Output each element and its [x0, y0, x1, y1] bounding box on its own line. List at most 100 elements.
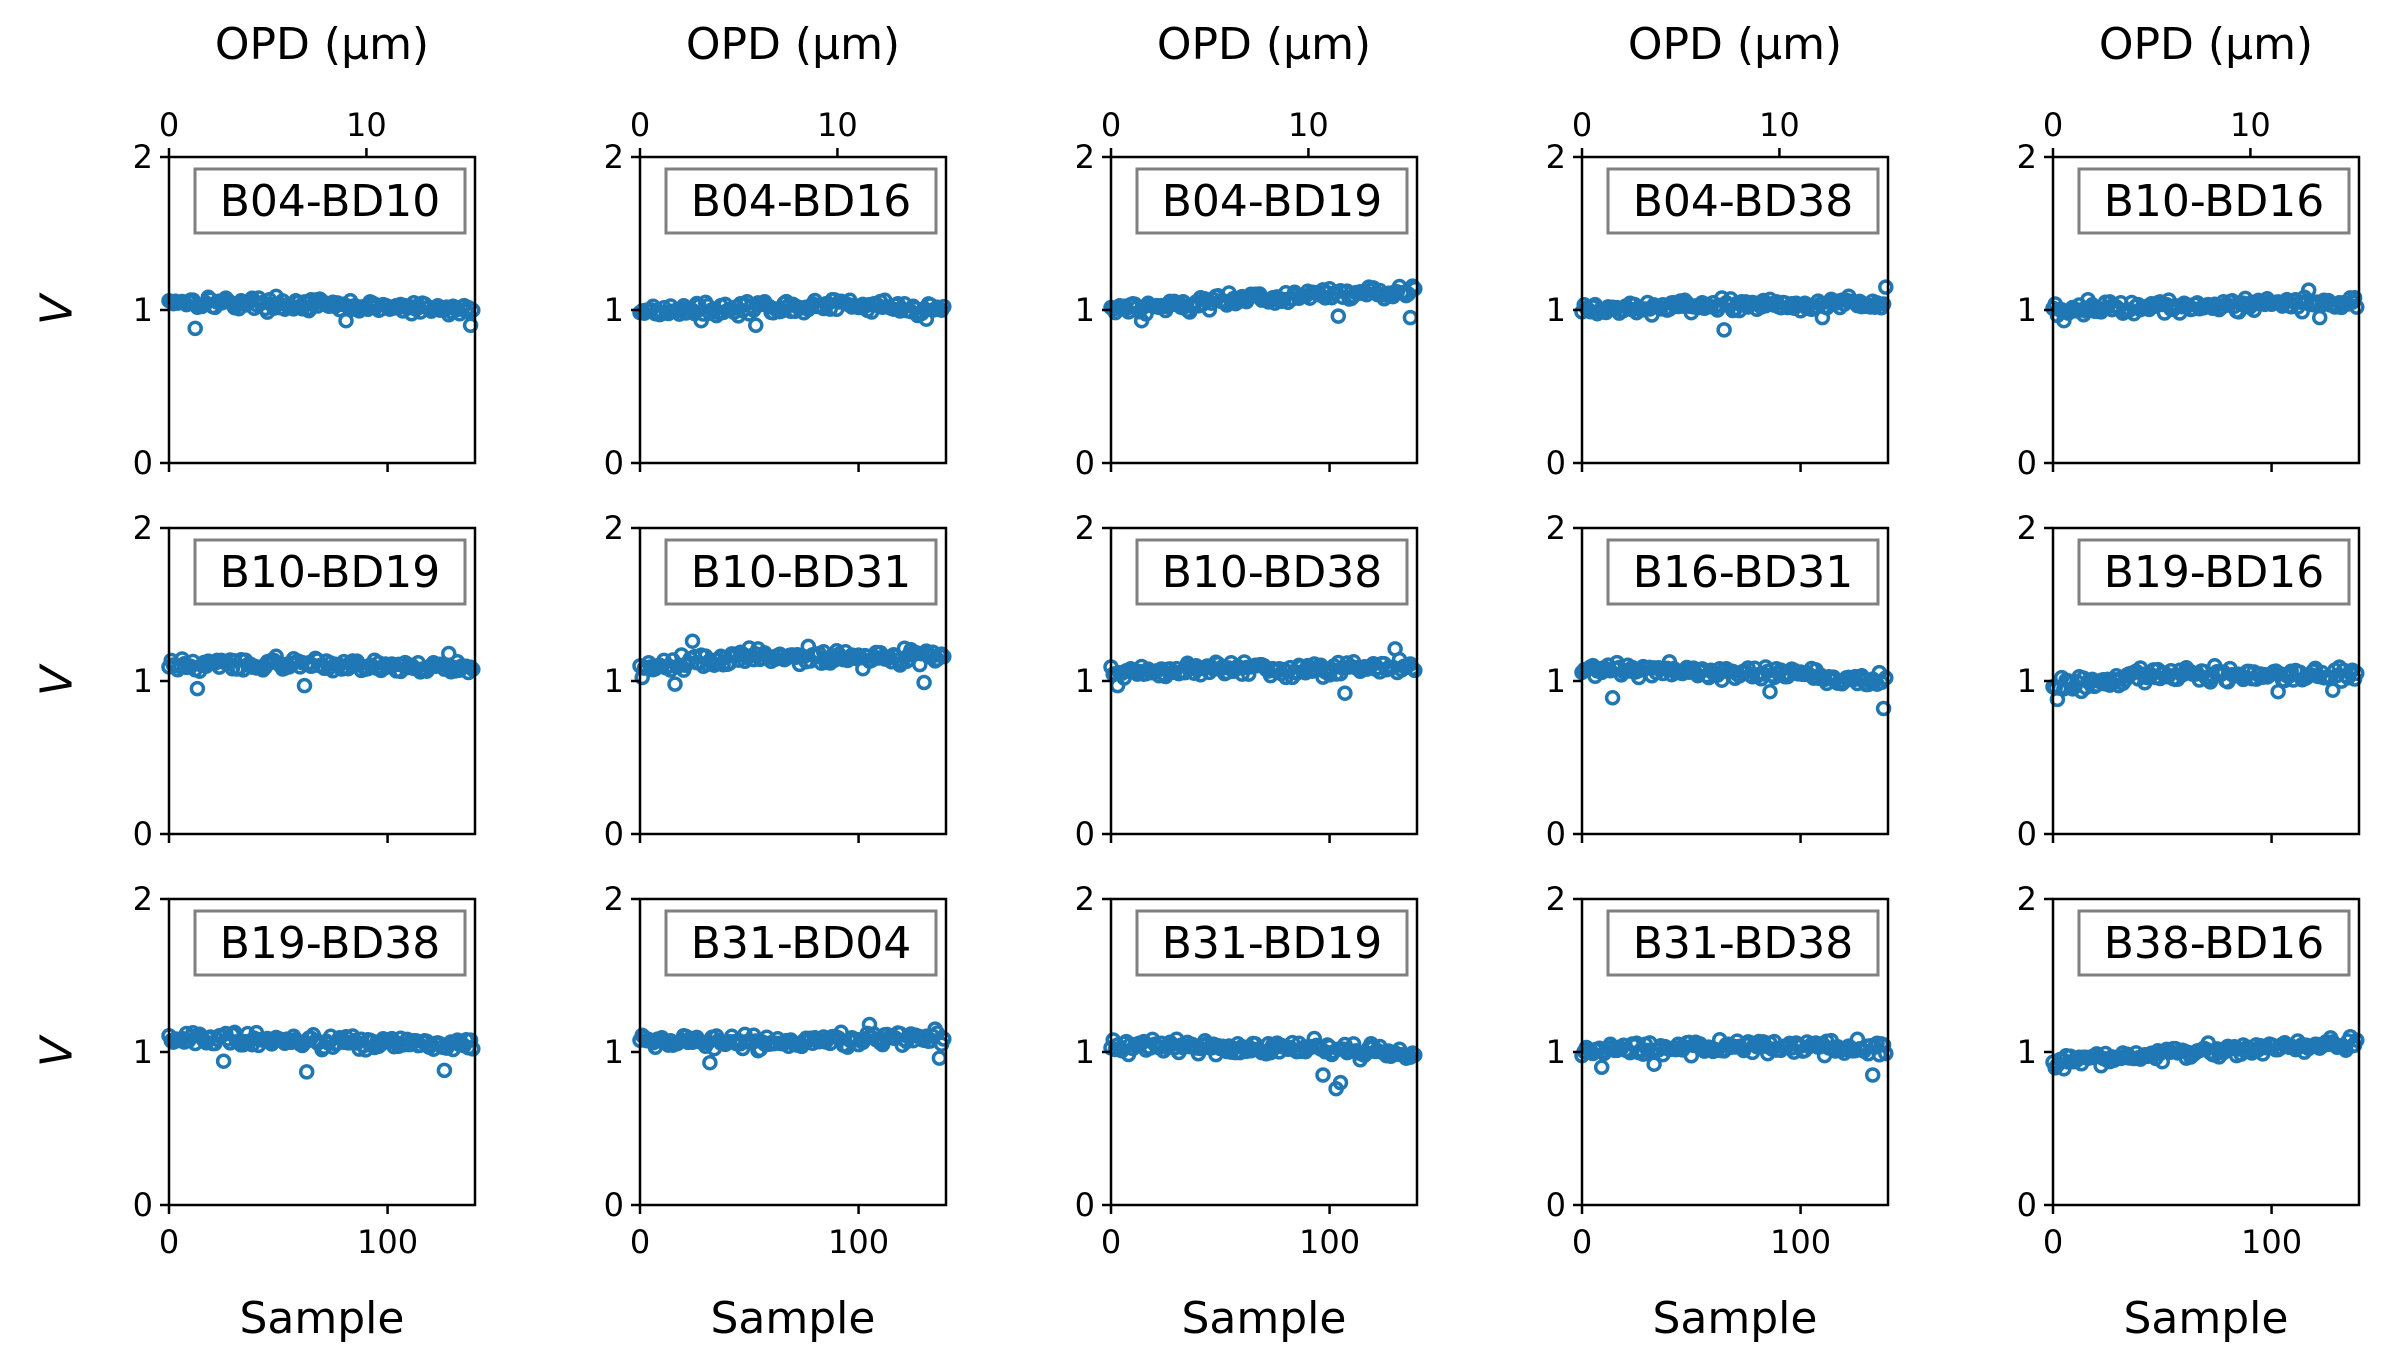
data-point: [2311, 309, 2328, 326]
panel-b10-bd19: 0 1 2 V B10-BD19: [32, 509, 481, 853]
data-point: [936, 648, 952, 665]
x-tick-label: 0: [159, 1223, 179, 1261]
data-point: [2349, 299, 2365, 315]
y-tick-label: 1: [133, 291, 153, 329]
panel-label: B04-BD19: [1162, 176, 1383, 227]
y-tick-label: 2: [2017, 509, 2037, 547]
y-tick-label: 0: [2017, 815, 2037, 853]
data-points: [1574, 279, 1894, 338]
panel-label-box: [193, 538, 467, 606]
data-point: [2325, 682, 2341, 698]
top-tick-label: 0: [1101, 106, 1121, 144]
panel-label-box: [193, 167, 467, 235]
top-tick-label: 10: [2230, 106, 2271, 144]
data-point: [1878, 670, 1894, 686]
data-point: [2346, 289, 2363, 306]
panel-b19-bd38: 0 1 2 0 100 Sample V B19-BD38: [32, 880, 481, 1344]
y-tick-label: 0: [133, 444, 153, 482]
data-point: [436, 1062, 453, 1079]
top-axis-label: OPD (μm): [2099, 19, 2313, 70]
data-point: [1337, 685, 1353, 701]
y-tick-label: 0: [604, 815, 624, 853]
y-tick-label: 0: [133, 815, 153, 853]
panel-label: B04-BD38: [1633, 176, 1854, 227]
data-point: [2349, 1032, 2365, 1048]
panel-label: B19-BD38: [220, 918, 441, 969]
x-tick-label: 0: [1572, 1223, 1592, 1261]
y-tick-label: 2: [133, 509, 153, 547]
y-tick-label: 2: [604, 509, 624, 547]
data-points: [161, 1024, 481, 1080]
data-point: [462, 1032, 479, 1048]
panel-label: B04-BD16: [691, 176, 912, 227]
data-points: [632, 292, 952, 334]
data-point: [1604, 690, 1621, 706]
data-point: [187, 320, 203, 337]
y-tick-label: 2: [2017, 880, 2037, 918]
data-points: [161, 645, 481, 697]
top-axis-label: OPD (μm): [1628, 19, 1842, 70]
y-tick-label: 0: [1546, 444, 1566, 482]
panel-label-box: [1606, 538, 1880, 606]
data-point: [2349, 665, 2365, 682]
x-tick-label: 0: [630, 1223, 650, 1261]
top-tick-label: 0: [159, 106, 179, 144]
y-tick-label: 0: [604, 1186, 624, 1224]
data-points: [2045, 658, 2365, 708]
y-tick-label: 1: [133, 662, 153, 700]
panel-label: B19-BD16: [2104, 547, 2325, 598]
panel-label: B04-BD10: [220, 176, 441, 227]
panel-label: B10-BD38: [1162, 547, 1383, 598]
data-point: [916, 674, 932, 691]
data-point: [1407, 662, 1423, 679]
data-point: [215, 1053, 232, 1069]
panel-b31-bd19: 0 1 2 0 100 Sample B31-BD19: [1075, 880, 1423, 1344]
data-point: [1875, 700, 1892, 717]
data-point: [1878, 1045, 1894, 1062]
panel-label-box: [2077, 167, 2351, 235]
y-tick-label: 2: [604, 138, 624, 176]
x-axis-label: Sample: [240, 1293, 405, 1344]
data-point: [702, 1054, 718, 1071]
data-point: [1402, 309, 1419, 326]
data-point: [684, 633, 701, 649]
top-tick-label: 0: [1572, 106, 1592, 144]
panel-label: B38-BD16: [2104, 918, 2325, 969]
data-point: [298, 1064, 315, 1080]
top-axis-label: OPD (μm): [215, 19, 429, 70]
panel-b38-bd16: 0 1 2 0 100 Sample B38-BD16: [2017, 880, 2365, 1344]
data-points: [2045, 282, 2365, 329]
data-point: [1762, 683, 1778, 700]
data-point: [465, 302, 481, 318]
data-points: [1103, 1030, 1423, 1097]
y-tick-label: 2: [2017, 138, 2037, 176]
data-point: [1315, 1067, 1331, 1083]
y-tick-label: 2: [1075, 880, 1095, 918]
y-axis-label: V: [32, 1034, 83, 1067]
x-tick-label: 100: [828, 1223, 889, 1261]
x-tick-label: 100: [1299, 1223, 1360, 1261]
y-tick-label: 0: [1075, 815, 1095, 853]
data-point: [465, 661, 481, 678]
data-points: [1103, 641, 1423, 701]
y-tick-label: 0: [133, 1186, 153, 1224]
y-axis-label: V: [32, 663, 83, 696]
y-tick-label: 1: [604, 291, 624, 329]
panel-label-box: [1135, 909, 1409, 977]
y-tick-label: 1: [604, 1033, 624, 1071]
x-tick-label: 0: [2043, 1223, 2063, 1261]
y-tick-label: 1: [1075, 1033, 1095, 1071]
data-point: [1330, 308, 1347, 324]
x-axis-label: Sample: [711, 1293, 876, 1344]
y-tick-label: 0: [2017, 1186, 2037, 1224]
data-point: [1332, 1074, 1349, 1091]
data-point: [1646, 1056, 1662, 1072]
panel-label-box: [2077, 538, 2351, 606]
data-point: [936, 1031, 952, 1047]
x-tick-label: 0: [1101, 1223, 1121, 1261]
